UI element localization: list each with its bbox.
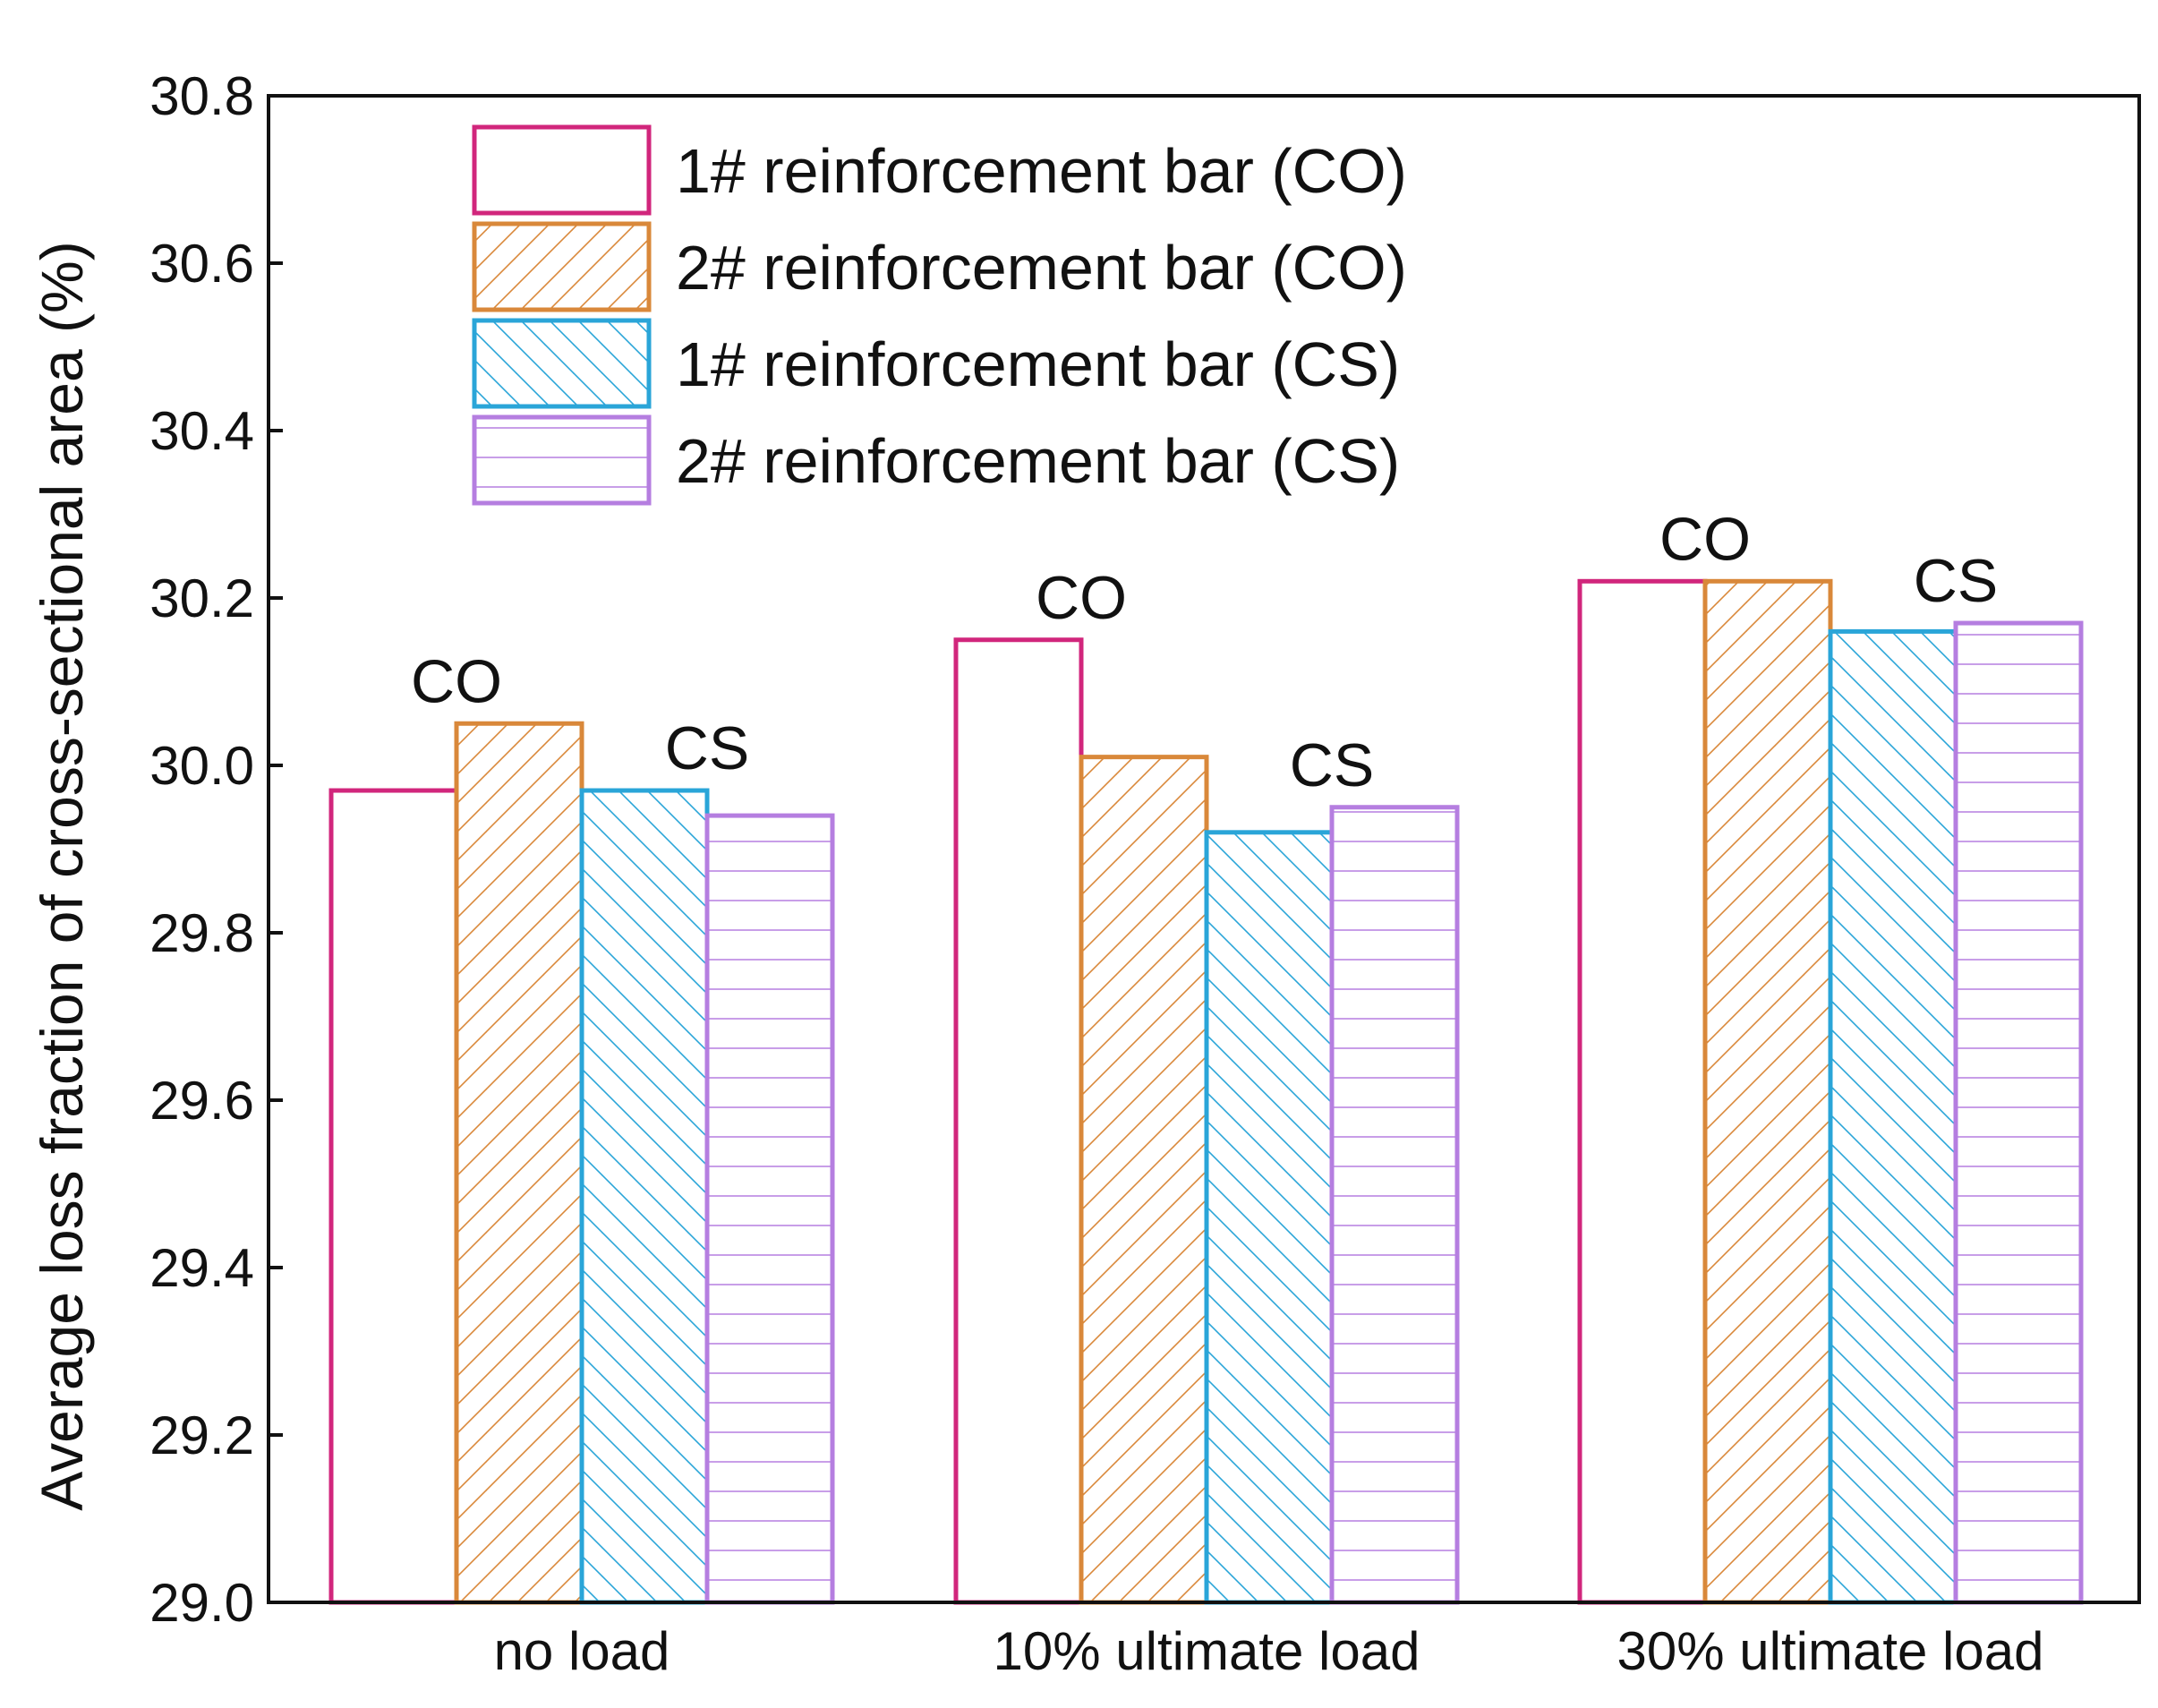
y-tick-label: 29.2 bbox=[149, 1405, 254, 1465]
x-tick-label: 10% ultimate load bbox=[994, 1621, 1420, 1681]
legend-swatch bbox=[472, 414, 652, 506]
y-tick-label: 30.0 bbox=[149, 736, 254, 796]
y-tick-label: 29.6 bbox=[149, 1071, 254, 1131]
bar-0-2 bbox=[579, 788, 710, 1605]
bar-0-1 bbox=[454, 721, 584, 1605]
group-annotation: CO bbox=[1036, 564, 1127, 632]
y-tick-label: 30.2 bbox=[149, 568, 254, 628]
group-annotation: CO bbox=[411, 647, 502, 715]
bar-2-1 bbox=[1702, 578, 1833, 1605]
bar-1-0 bbox=[953, 637, 1084, 1605]
group-annotation: CS bbox=[665, 714, 749, 782]
y-tick-label: 29.8 bbox=[149, 903, 254, 963]
group-annotation: CS bbox=[1290, 731, 1374, 799]
legend-label: 2# reinforcement bar (CS) bbox=[676, 426, 1400, 496]
y-tick-label: 30.8 bbox=[149, 66, 254, 126]
legend-label: 2# reinforcement bar (CO) bbox=[676, 233, 1407, 303]
bar-1-2 bbox=[1204, 830, 1335, 1605]
x-tick-label: 30% ultimate load bbox=[1617, 1621, 2044, 1681]
bar-0-3 bbox=[704, 813, 835, 1605]
legend-label: 1# reinforcement bar (CO) bbox=[676, 136, 1407, 206]
group-annotation: CS bbox=[1914, 547, 1998, 615]
y-axis-label: Average loss fraction of cross-sectional… bbox=[29, 241, 95, 1510]
bar-2-2 bbox=[1828, 628, 1958, 1605]
plot-frame bbox=[267, 94, 2141, 1604]
bar-2-0 bbox=[1577, 578, 1708, 1605]
bar-1-3 bbox=[1329, 805, 1460, 1605]
bar-0-0 bbox=[328, 788, 459, 1605]
group-annotation: CO bbox=[1659, 505, 1751, 573]
x-tick-label: no load bbox=[494, 1621, 670, 1681]
y-tick-label: 29.4 bbox=[149, 1238, 254, 1298]
legend-swatch bbox=[472, 124, 652, 216]
y-tick-label: 30.6 bbox=[149, 234, 254, 294]
bar-2-3 bbox=[1953, 620, 2084, 1605]
y-tick-label: 30.4 bbox=[149, 401, 254, 461]
bar-1-1 bbox=[1079, 755, 1209, 1605]
legend-label: 1# reinforcement bar (CS) bbox=[676, 329, 1400, 399]
legend-swatch bbox=[472, 318, 652, 409]
y-tick-label: 29.0 bbox=[149, 1573, 254, 1633]
legend-swatch bbox=[472, 221, 652, 312]
